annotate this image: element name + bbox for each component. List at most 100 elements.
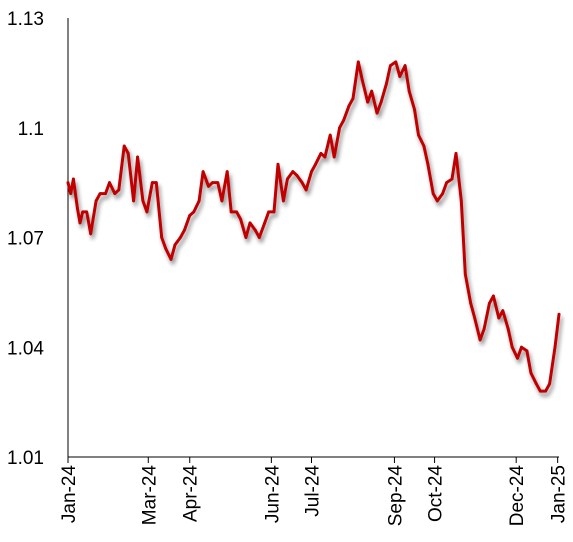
data-point (525, 349, 529, 353)
y-tick-label: 1.13 (7, 9, 44, 30)
data-point (473, 316, 477, 320)
data-point (291, 170, 295, 174)
data-point (216, 181, 220, 185)
data-point (516, 356, 519, 360)
data-point (81, 210, 85, 214)
data-point (150, 181, 154, 185)
data-point (482, 327, 486, 331)
data-point (295, 173, 299, 177)
data-point (272, 210, 276, 214)
data-point (506, 327, 510, 331)
data-point (328, 133, 332, 137)
data-point (76, 206, 79, 210)
data-point (501, 309, 505, 313)
data-point (69, 192, 73, 196)
data-point (441, 192, 444, 196)
data-point (136, 155, 140, 159)
data-point (478, 338, 482, 342)
data-point (108, 181, 111, 185)
x-tick-label: Jul-24 (302, 465, 323, 517)
series-layer (66, 60, 561, 393)
data-point (220, 199, 224, 203)
data-point (319, 152, 323, 155)
data-point (248, 221, 252, 225)
data-point (469, 301, 473, 305)
series-line (66, 60, 561, 393)
data-point (370, 89, 374, 93)
data-point (529, 371, 533, 375)
data-point (366, 100, 370, 104)
data-point (304, 188, 308, 192)
y-tick-label: 1.07 (7, 229, 44, 250)
data-point (239, 217, 243, 221)
data-point (207, 184, 210, 188)
data-point (257, 236, 261, 239)
data-point (403, 64, 407, 67)
data-point (553, 345, 557, 349)
y-axis: 1.01 1.04 1.07 1.1 1.13 (7, 9, 69, 469)
data-point (98, 192, 102, 196)
data-point (426, 162, 430, 166)
y-tick-label: 1.01 (7, 448, 44, 469)
x-tick-label: Jan-24 (59, 465, 80, 524)
data-point (544, 389, 547, 393)
data-point (375, 111, 379, 115)
data-point (78, 221, 82, 225)
data-point (314, 162, 317, 166)
data-point (72, 177, 75, 181)
data-point (263, 221, 267, 225)
data-point (431, 192, 435, 196)
data-point (323, 155, 327, 159)
data-point (398, 75, 402, 78)
data-point (173, 243, 177, 247)
data-point (225, 170, 229, 174)
data-point (89, 232, 93, 236)
data-point (332, 155, 336, 159)
data-point (117, 188, 121, 192)
x-tick-label: Apr-24 (181, 465, 202, 522)
data-point (253, 228, 257, 232)
data-point (492, 294, 495, 298)
data-point (379, 100, 383, 104)
x-tick-label: Oct-24 (426, 465, 447, 522)
data-point (557, 312, 561, 316)
data-point (66, 181, 70, 185)
y-tick-label: 1.1 (18, 119, 44, 140)
data-point (422, 144, 426, 148)
data-point (394, 60, 398, 64)
data-point (276, 162, 280, 166)
data-point (169, 258, 173, 261)
data-point (510, 345, 514, 349)
data-point (445, 181, 448, 185)
data-point (179, 236, 182, 239)
data-point (201, 170, 205, 174)
data-point (183, 228, 186, 232)
data-point (488, 301, 491, 305)
data-point (164, 247, 168, 250)
data-point (160, 236, 164, 239)
data-point (407, 89, 411, 93)
data-point (141, 199, 145, 203)
y-tick-label: 1.04 (7, 338, 44, 359)
data-point (104, 192, 107, 196)
x-tick-label: Sep-24 (385, 465, 406, 527)
data-point (497, 316, 501, 320)
data-point (520, 345, 523, 349)
data-point (389, 64, 392, 67)
data-point (188, 214, 192, 217)
data-point (417, 133, 420, 137)
data-point (310, 170, 313, 174)
data-point (126, 152, 130, 155)
data-point (463, 272, 467, 276)
data-point (145, 210, 149, 214)
data-point (351, 97, 355, 100)
x-tick-label: Jun-24 (262, 465, 283, 524)
data-point (413, 108, 416, 111)
data-point (342, 119, 345, 122)
data-point (282, 199, 285, 203)
x-tick-label: Jan-25 (549, 465, 570, 523)
data-point (132, 199, 136, 203)
data-point (459, 199, 463, 203)
data-point (122, 144, 126, 148)
